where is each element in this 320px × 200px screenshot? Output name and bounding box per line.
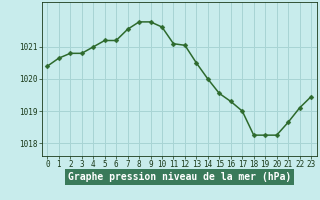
X-axis label: Graphe pression niveau de la mer (hPa): Graphe pression niveau de la mer (hPa) xyxy=(68,172,291,182)
